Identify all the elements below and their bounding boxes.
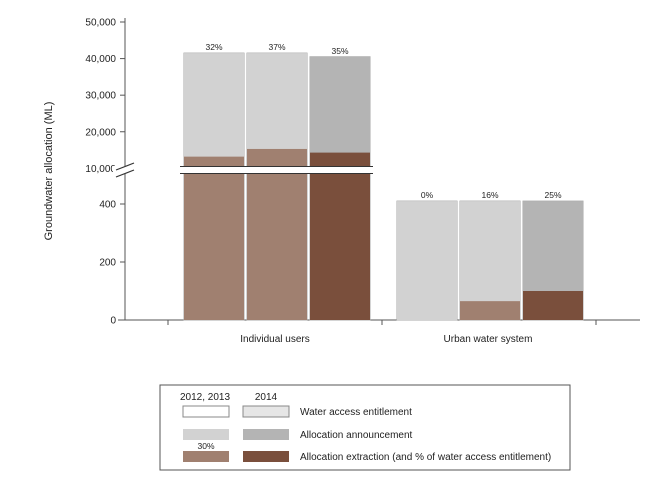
bar-extraction bbox=[310, 152, 370, 320]
bar-group: 25% bbox=[522, 190, 584, 321]
y-axis-label: Groundwater allocation (ML) bbox=[43, 102, 55, 241]
bar-extraction bbox=[460, 301, 520, 320]
bar-group: 16% bbox=[459, 190, 521, 321]
x-category-label: Urban water system bbox=[444, 334, 533, 345]
legend-swatch-extraction-2012-2013 bbox=[183, 451, 229, 462]
bar-extraction bbox=[184, 156, 244, 320]
legend-swatch-entitlement-2014 bbox=[242, 405, 290, 418]
legend-header-2014: 2014 bbox=[255, 392, 278, 403]
x-category-label: Individual users bbox=[240, 334, 309, 345]
y-tick-label: 20,000 bbox=[85, 127, 116, 138]
bar-pct-label: 16% bbox=[481, 190, 498, 200]
y-tick-label: 50,000 bbox=[85, 18, 116, 29]
y-tick-label: 400 bbox=[99, 200, 116, 211]
y-tick-label: 40,000 bbox=[85, 54, 116, 65]
legend-swatch-announcement-2014 bbox=[243, 429, 289, 440]
axis-break-gap bbox=[113, 166, 375, 174]
legend-label-entitlement: Water access entitlement bbox=[300, 407, 412, 418]
legend-swatch-extraction-2014 bbox=[243, 451, 289, 462]
bar-pct-label: 0% bbox=[421, 190, 434, 200]
y-tick-label: 200 bbox=[99, 258, 116, 269]
y-tick-label: 10,000 bbox=[85, 164, 116, 175]
bar-group: 32% bbox=[183, 42, 245, 321]
bar-pct-label: 35% bbox=[331, 46, 348, 56]
bar-extraction bbox=[247, 148, 307, 320]
legend-label-extraction: Allocation extraction (and % of water ac… bbox=[300, 452, 551, 463]
axis-break-slash bbox=[115, 162, 135, 171]
bar-group: 35% bbox=[309, 46, 371, 321]
legend-swatch-entitlement-2012-2013 bbox=[182, 405, 230, 418]
bar-pct-label: 37% bbox=[268, 42, 285, 52]
bar-group: 0% bbox=[396, 190, 458, 321]
legend-sample-pct: 30% bbox=[197, 441, 214, 451]
legend: 2012, 2013 2014 Water access entitlement Al… bbox=[159, 384, 571, 471]
bar-extraction bbox=[523, 291, 583, 320]
bar-announcement bbox=[460, 201, 520, 320]
legend-swatch-announcement-2012-2013 bbox=[183, 429, 229, 440]
legend-label-announcement: Allocation announcement bbox=[300, 430, 413, 441]
bar-group: 37% bbox=[246, 42, 308, 321]
bar-pct-label: 25% bbox=[544, 190, 561, 200]
y-tick-label: 0 bbox=[110, 316, 116, 327]
legend-header-2012-2013: 2012, 2013 bbox=[180, 392, 230, 403]
bar-announcement bbox=[397, 201, 457, 320]
axis-break-slash bbox=[115, 169, 135, 178]
bar-pct-label: 32% bbox=[205, 42, 222, 52]
y-tick-label: 30,000 bbox=[85, 91, 116, 102]
